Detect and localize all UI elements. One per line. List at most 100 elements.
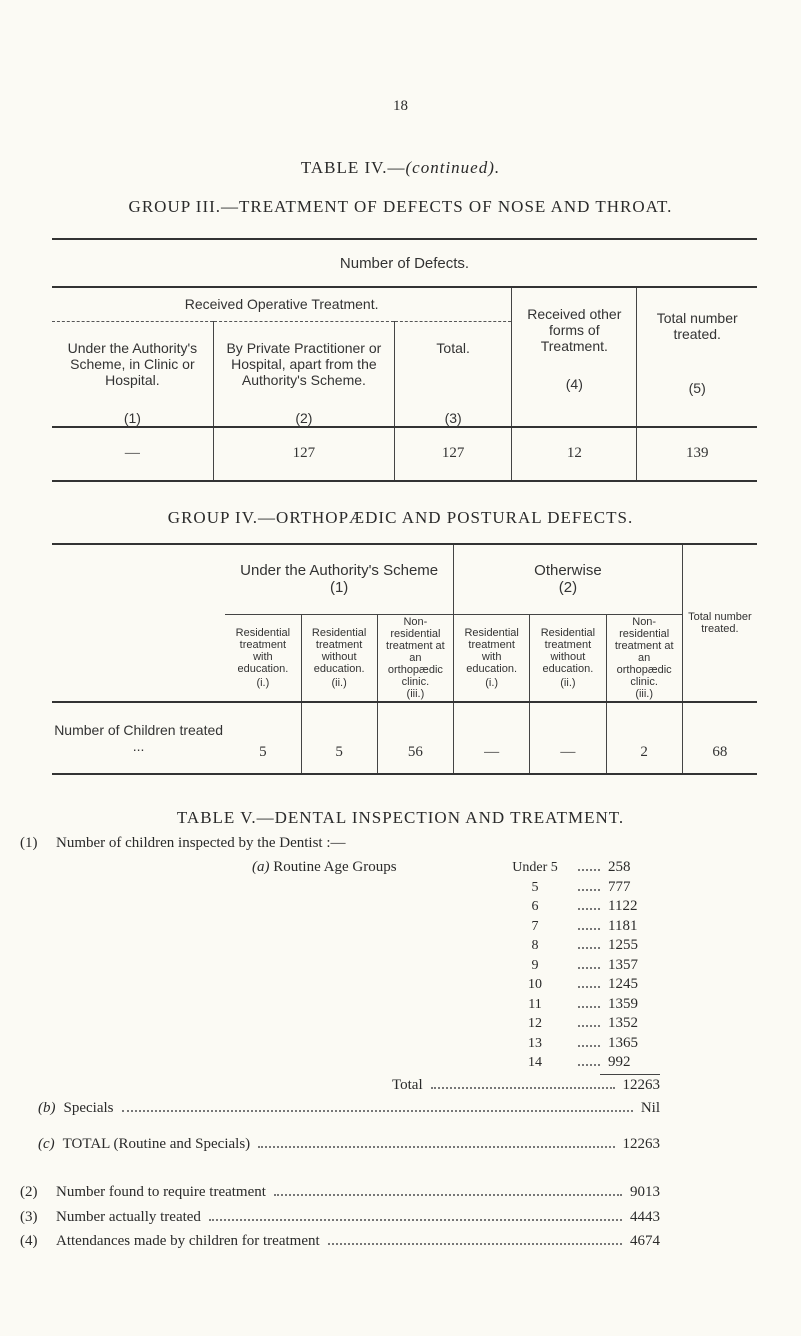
item-row: (4) Attendances made by children for trea… — [20, 1233, 660, 1258]
cell: 68 — [712, 743, 728, 760]
cell: 5 — [225, 702, 302, 774]
subcolumn-label: Residential treatment with education. — [235, 626, 291, 675]
age: 8 — [531, 938, 539, 953]
cell: 56 — [377, 702, 455, 774]
age-row: 13 1365 — [500, 1035, 660, 1055]
dots — [208, 1218, 622, 1221]
column-number: (5) — [688, 380, 706, 396]
age-row: 5 777 — [500, 879, 660, 899]
total-row: Total 12263 — [392, 1077, 660, 1094]
title: TABLE IV.— — [300, 158, 406, 177]
item-row: (1) Number of children inspected by the D… — [20, 835, 346, 852]
cell: 12 — [511, 426, 638, 481]
dots — [578, 1005, 600, 1008]
dots — [578, 1044, 600, 1047]
item-label: Attendances made by children for treatme… — [56, 1233, 320, 1249]
column-number: (2) — [295, 409, 313, 426]
specials-row: (b) Specials Nil — [38, 1100, 660, 1117]
subcolumn-label: Residential treatment with education. — [464, 626, 519, 675]
subcolumn-header: Non-residential treatment at an orthopæd… — [606, 614, 683, 703]
title-note: (continued). — [405, 158, 501, 177]
rule — [600, 1074, 660, 1075]
item-number: (1) — [20, 835, 38, 851]
dots — [578, 1064, 600, 1066]
age-list: Under 5 258 5 777 6 1122 7 1181 8 1255 9 1357 10 1245… — [500, 859, 660, 1074]
age-row: 7 1181 — [500, 918, 660, 938]
cell: — — [529, 702, 607, 774]
letter: (b) — [38, 1100, 56, 1116]
row-label: Number of Children treated ... — [54, 722, 224, 754]
age: 9 — [531, 957, 539, 973]
subcolumn-number: (ii.) — [331, 676, 347, 689]
cell: 139 — [685, 445, 709, 461]
item-number: (2) — [20, 1184, 38, 1200]
grand-total-row: (c) TOTAL (Routine and Specials) 12263 — [38, 1136, 660, 1153]
subcolumn-label: Residential treatment without education. — [540, 626, 596, 675]
value: 4443 — [630, 1208, 660, 1225]
age: 6 — [531, 899, 539, 914]
value: 12263 — [622, 1077, 661, 1093]
item-row: (2) Number found to require treatment 9013 — [20, 1184, 660, 1209]
value: 1352 — [608, 1015, 638, 1031]
dots — [327, 1243, 622, 1245]
subcolumn-label: Non-residential treatment at an orthopæd… — [614, 615, 674, 688]
group-heading: GROUP IV.—ORTHOPÆDIC AND POSTURAL DEFECT… — [167, 508, 634, 527]
subcolumn-header: Residential treatment without education.… — [301, 614, 378, 703]
value: 1357 — [608, 956, 638, 973]
label: Total — [392, 1077, 423, 1093]
label: TOTAL (Routine and Specials) — [62, 1136, 251, 1152]
label: Routine Age Groups — [273, 859, 397, 875]
letter: (c) — [38, 1136, 55, 1152]
value: 1245 — [608, 976, 638, 992]
subcolumn-header: Residential treatment without education.… — [529, 614, 607, 703]
subcolumn-number: (iii.) — [635, 687, 654, 700]
subcolumn-label: Non-residential treatment at an orthopæd… — [386, 615, 445, 688]
column-header: Total. (3) — [394, 321, 513, 427]
value: 1365 — [608, 1034, 638, 1051]
cell: 2 — [606, 702, 683, 774]
dots — [578, 888, 600, 891]
column-label: Total number treated. — [656, 310, 738, 342]
routine-label: (a) Routine Age Groups — [252, 859, 397, 876]
age-row: 12 1352 — [500, 1015, 660, 1035]
column-label: By Private Practitioner or Hospital, apa… — [226, 339, 382, 388]
group-header: Under the Authority's Scheme (1) — [225, 544, 455, 615]
span-header: Received Operative Treatment. — [52, 287, 513, 322]
item-row: (3) Number actually treated 4443 — [20, 1209, 660, 1234]
age-row: 10 1245 — [500, 976, 660, 996]
label: Specials — [63, 1100, 114, 1116]
dots — [578, 1025, 600, 1027]
age: Under 5 — [512, 860, 558, 875]
dots — [273, 1194, 622, 1196]
letter: (a) — [252, 859, 270, 875]
value: Nil — [640, 1100, 660, 1116]
age: 13 — [528, 1035, 542, 1051]
column-header: By Private Practitioner or Hospital, apa… — [213, 321, 396, 427]
dots — [578, 947, 600, 949]
subcolumn-number: (i.) — [256, 676, 270, 689]
age-row: 14 992 — [500, 1054, 660, 1074]
value: 1122 — [608, 898, 638, 914]
page-number: 18 — [393, 98, 408, 114]
group-label: Under the Authority's Scheme — [240, 562, 439, 580]
subcolumn-number: (ii.) — [560, 676, 576, 689]
column-number: (4) — [565, 376, 583, 392]
value: 777 — [608, 878, 631, 895]
dots — [578, 908, 600, 910]
value: 1181 — [608, 917, 638, 934]
table-title: TABLE IV.—(continued). — [0, 158, 801, 178]
item-list: (2) Number found to require treatment 9013… — [20, 1184, 660, 1258]
age-row: 6 1122 — [500, 898, 660, 918]
value: 12263 — [622, 1136, 661, 1152]
dots — [578, 927, 600, 930]
group-iv-table: Under the Authority's Scheme (1) Otherwise… — [52, 543, 757, 775]
value: 1255 — [608, 937, 638, 953]
cell: 127 — [394, 426, 513, 481]
age: 5 — [531, 879, 539, 895]
subcolumn-number: (iii.) — [406, 687, 425, 700]
table-title: TABLE V.—DENTAL INSPECTION AND TREATMENT… — [176, 808, 625, 827]
group-iii-table: Number of Defects. Received Operative Tr… — [52, 238, 757, 482]
age-row: 9 1357 — [500, 957, 660, 977]
group-header: Otherwise (2) — [453, 544, 683, 615]
